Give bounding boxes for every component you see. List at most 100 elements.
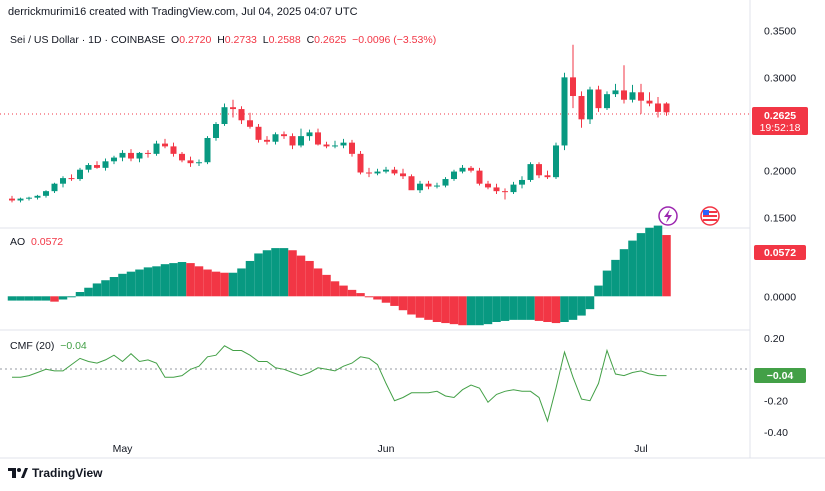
candle [230, 99, 236, 118]
candle [544, 170, 551, 180]
ao-bar [619, 249, 629, 297]
ao-bar [551, 296, 561, 324]
ao-value: 0.0572 [31, 236, 64, 248]
candle [519, 176, 525, 189]
candle [102, 158, 109, 171]
candle [383, 166, 389, 174]
ao-bar [152, 266, 161, 297]
ao-bar [143, 267, 153, 297]
candle [170, 142, 177, 157]
ao-bar [424, 296, 433, 320]
ao-bar [364, 296, 374, 298]
candle [442, 177, 449, 188]
ao-bar [432, 296, 442, 323]
ao-bar [67, 296, 76, 298]
candle [357, 151, 364, 175]
candle [136, 151, 143, 163]
candle [213, 122, 219, 141]
ao-bar [517, 296, 527, 320]
candle [527, 162, 534, 182]
ao-bar [330, 281, 340, 297]
close-label: C [306, 34, 315, 46]
ao-bar [526, 296, 535, 320]
lightning-icon[interactable] [658, 206, 678, 226]
ao-bar [313, 268, 323, 297]
cmf-line-layer [12, 345, 667, 423]
low-value: 0.2588 [268, 34, 301, 46]
cmf-badge-value: −0.04 [767, 370, 794, 382]
ao-bar [662, 235, 671, 297]
ao-badge: 0.0572 [754, 245, 806, 260]
ao-bar [33, 296, 42, 301]
candle [434, 182, 440, 189]
x-tick-label: Jun [378, 443, 395, 455]
us-flag-icon[interactable] [700, 206, 720, 226]
ao-bar [245, 260, 255, 297]
candle [340, 138, 347, 149]
candle [9, 195, 15, 203]
ao-bar [211, 271, 221, 297]
ao-bar [356, 293, 365, 297]
candle [289, 133, 296, 150]
ao-bar [441, 296, 450, 324]
candle [323, 141, 330, 149]
ao-bar [458, 296, 467, 326]
candle [51, 182, 58, 194]
ao-bar [296, 255, 306, 297]
open-value: 0.2720 [179, 34, 212, 46]
y-tick-label: 0.1500 [764, 212, 796, 224]
cmf-series-line [12, 345, 667, 423]
ao-bar [75, 292, 85, 297]
candle [655, 96, 661, 118]
y-tick-label: 0.0000 [764, 291, 796, 303]
candle [417, 180, 423, 194]
candle [425, 180, 432, 190]
candle [111, 155, 117, 165]
ao-bar [169, 263, 178, 297]
candle [493, 183, 500, 194]
ao-bar [594, 285, 603, 297]
candle [60, 176, 66, 188]
ao-bar [381, 296, 391, 303]
candle [332, 140, 338, 149]
ao-bar [271, 248, 280, 297]
candle [408, 174, 415, 191]
ao-bar [186, 263, 195, 297]
ao-bar [611, 259, 620, 297]
candle [400, 168, 406, 180]
candle [570, 44, 576, 109]
close-value: 0.2625 [314, 34, 347, 46]
candle [272, 132, 279, 145]
author-credit: derrickmurimi16 created with TradingView… [8, 6, 358, 18]
price-badge-countdown: 19:52:18 [760, 122, 801, 134]
ao-bar [220, 272, 229, 297]
ao-bar [118, 273, 127, 297]
cmf-value: −0.04 [60, 340, 87, 352]
y-tick-label: -0.20 [764, 396, 788, 408]
ao-bar [415, 296, 425, 318]
ao-bar [398, 296, 408, 311]
candle [119, 150, 126, 162]
candle [612, 83, 619, 97]
ao-bar [339, 285, 348, 297]
ao-bar [347, 289, 357, 297]
candle [621, 65, 627, 104]
candle [247, 112, 253, 129]
candle [196, 159, 202, 166]
candle [145, 150, 151, 158]
ao-legend: AO 0.0572 [10, 236, 63, 248]
ao-bar [288, 250, 297, 297]
candle [366, 167, 372, 178]
ao-bar [84, 287, 93, 297]
ao-bar [58, 296, 68, 300]
tradingview-brand: TradingView [8, 466, 102, 480]
ao-bar [653, 225, 663, 297]
cmf-name: CMF (20) [10, 340, 55, 352]
ao-bar [449, 296, 459, 325]
candle [459, 165, 466, 174]
candle [179, 151, 185, 163]
candle [17, 197, 24, 203]
high-label: H [217, 34, 225, 46]
ao-bar [492, 296, 501, 323]
